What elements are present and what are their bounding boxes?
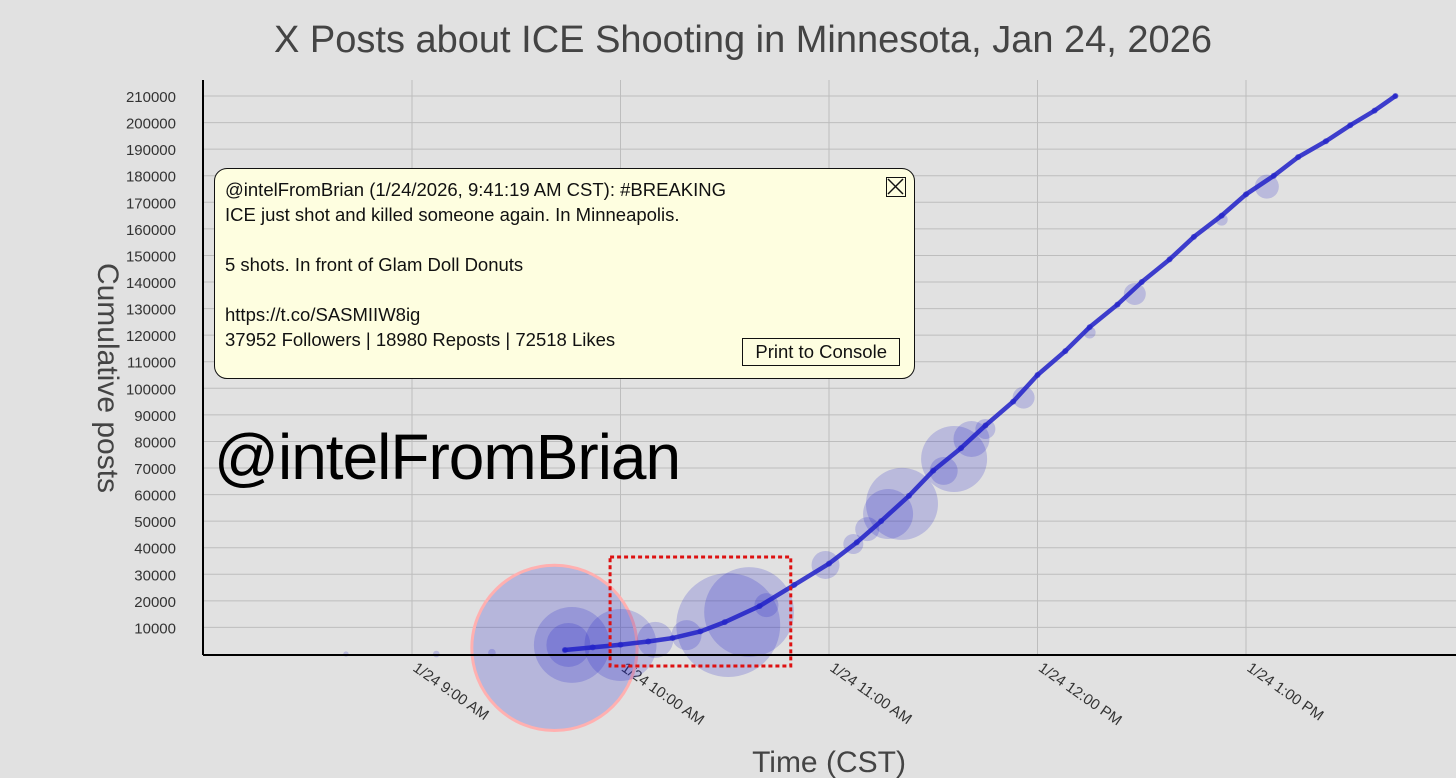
tooltip-header: @intelFromBrian (1/24/2026, 9:41:19 AM C… xyxy=(225,179,727,200)
watermark: @intelFromBrian xyxy=(214,421,681,493)
curve-point xyxy=(1010,398,1017,405)
curve-point xyxy=(826,560,832,567)
y-tick-label: 90000 xyxy=(134,408,176,425)
tooltip-body: ICE just shot and killed someone again. … xyxy=(225,204,680,325)
curve-point xyxy=(697,628,704,635)
curve-point xyxy=(982,422,989,429)
y-tick-label: 20000 xyxy=(134,594,176,611)
highlight-rectangle xyxy=(608,555,793,668)
x-tick-label: 1/24 11:00 AM xyxy=(827,659,915,728)
x-tick-label: 1/24 12:00 PM xyxy=(1035,659,1125,729)
y-tick-label: 210000 xyxy=(126,89,176,106)
cumulative-line xyxy=(562,93,1398,653)
y-tick-label: 100000 xyxy=(126,381,176,398)
y-tick-label: 180000 xyxy=(126,169,176,186)
y-tick-label: 170000 xyxy=(126,195,176,212)
bubble xyxy=(1254,174,1279,199)
curve-point xyxy=(1270,172,1277,179)
bubble xyxy=(1123,282,1146,305)
bubble xyxy=(676,573,781,678)
chart-title: X Posts about ICE Shooting in Minnesota,… xyxy=(274,19,1212,61)
y-axis-label: Cumulative posts xyxy=(91,263,124,493)
curve-point xyxy=(669,635,676,642)
bubble xyxy=(533,607,610,683)
tweet-tooltip: @intelFromBrian (1/24/2026, 9:41:19 AM C… xyxy=(214,168,915,379)
curve-point xyxy=(1114,301,1121,308)
curve-point xyxy=(930,467,937,474)
curve-point xyxy=(721,619,728,626)
curve-point xyxy=(561,647,568,654)
selected-bubble xyxy=(470,563,639,733)
y-tick-label: 50000 xyxy=(134,514,176,531)
y-tick-label: 150000 xyxy=(126,248,176,265)
curve-point xyxy=(1295,154,1302,161)
y-tick-label: 10000 xyxy=(134,620,176,637)
y-tick-label: 70000 xyxy=(134,461,176,478)
y-tick-label: 80000 xyxy=(134,434,176,451)
bubble xyxy=(921,425,988,492)
y-tick-label: 130000 xyxy=(126,302,176,319)
curve-point xyxy=(1371,107,1378,114)
y-tick-label: 190000 xyxy=(126,142,176,159)
bubble xyxy=(1012,386,1035,409)
y-tick-label: 120000 xyxy=(126,328,176,345)
curve-point xyxy=(1034,372,1041,379)
y-tick-label: 140000 xyxy=(126,275,176,292)
curve-point xyxy=(1062,348,1069,355)
y-axis-ticks: 10000 20000 30000 40000 50000 60000 70000 80000… xyxy=(126,89,176,637)
curve-point xyxy=(878,518,885,525)
curve-point xyxy=(1138,279,1145,286)
curve-point xyxy=(756,603,763,610)
curve-point xyxy=(645,638,652,645)
curve-point xyxy=(1392,93,1399,100)
y-tick-label: 160000 xyxy=(126,222,176,239)
curve-point xyxy=(1166,256,1173,263)
curve-point xyxy=(1190,233,1197,240)
curve-point xyxy=(1086,324,1093,331)
curve-point xyxy=(1322,138,1329,145)
print-to-console-button[interactable]: Print to Console xyxy=(742,338,900,366)
y-tick-label: 30000 xyxy=(134,567,176,584)
x-axis-label: Time (CST) xyxy=(752,746,906,778)
bubble xyxy=(929,456,958,485)
curve-point xyxy=(589,644,596,651)
curve-point xyxy=(791,581,798,588)
y-tick-label: 40000 xyxy=(134,541,176,558)
curve-point xyxy=(1347,122,1354,129)
bubble xyxy=(855,517,880,542)
curve-point xyxy=(617,641,624,648)
curve-point xyxy=(1218,212,1225,219)
curve-point xyxy=(958,445,965,452)
y-tick-label: 200000 xyxy=(126,116,176,133)
curve-point xyxy=(853,539,860,546)
y-tick-label: 60000 xyxy=(134,488,176,505)
close-box-icon[interactable] xyxy=(886,177,906,197)
x-tick-label: 1/24 1:00 PM xyxy=(1244,659,1327,724)
curve-point xyxy=(1243,191,1249,198)
curve-point xyxy=(905,492,912,499)
y-tick-label: 110000 xyxy=(127,355,176,372)
tooltip-stats: 37952 Followers | 18980 Reposts | 72518 … xyxy=(225,329,616,350)
